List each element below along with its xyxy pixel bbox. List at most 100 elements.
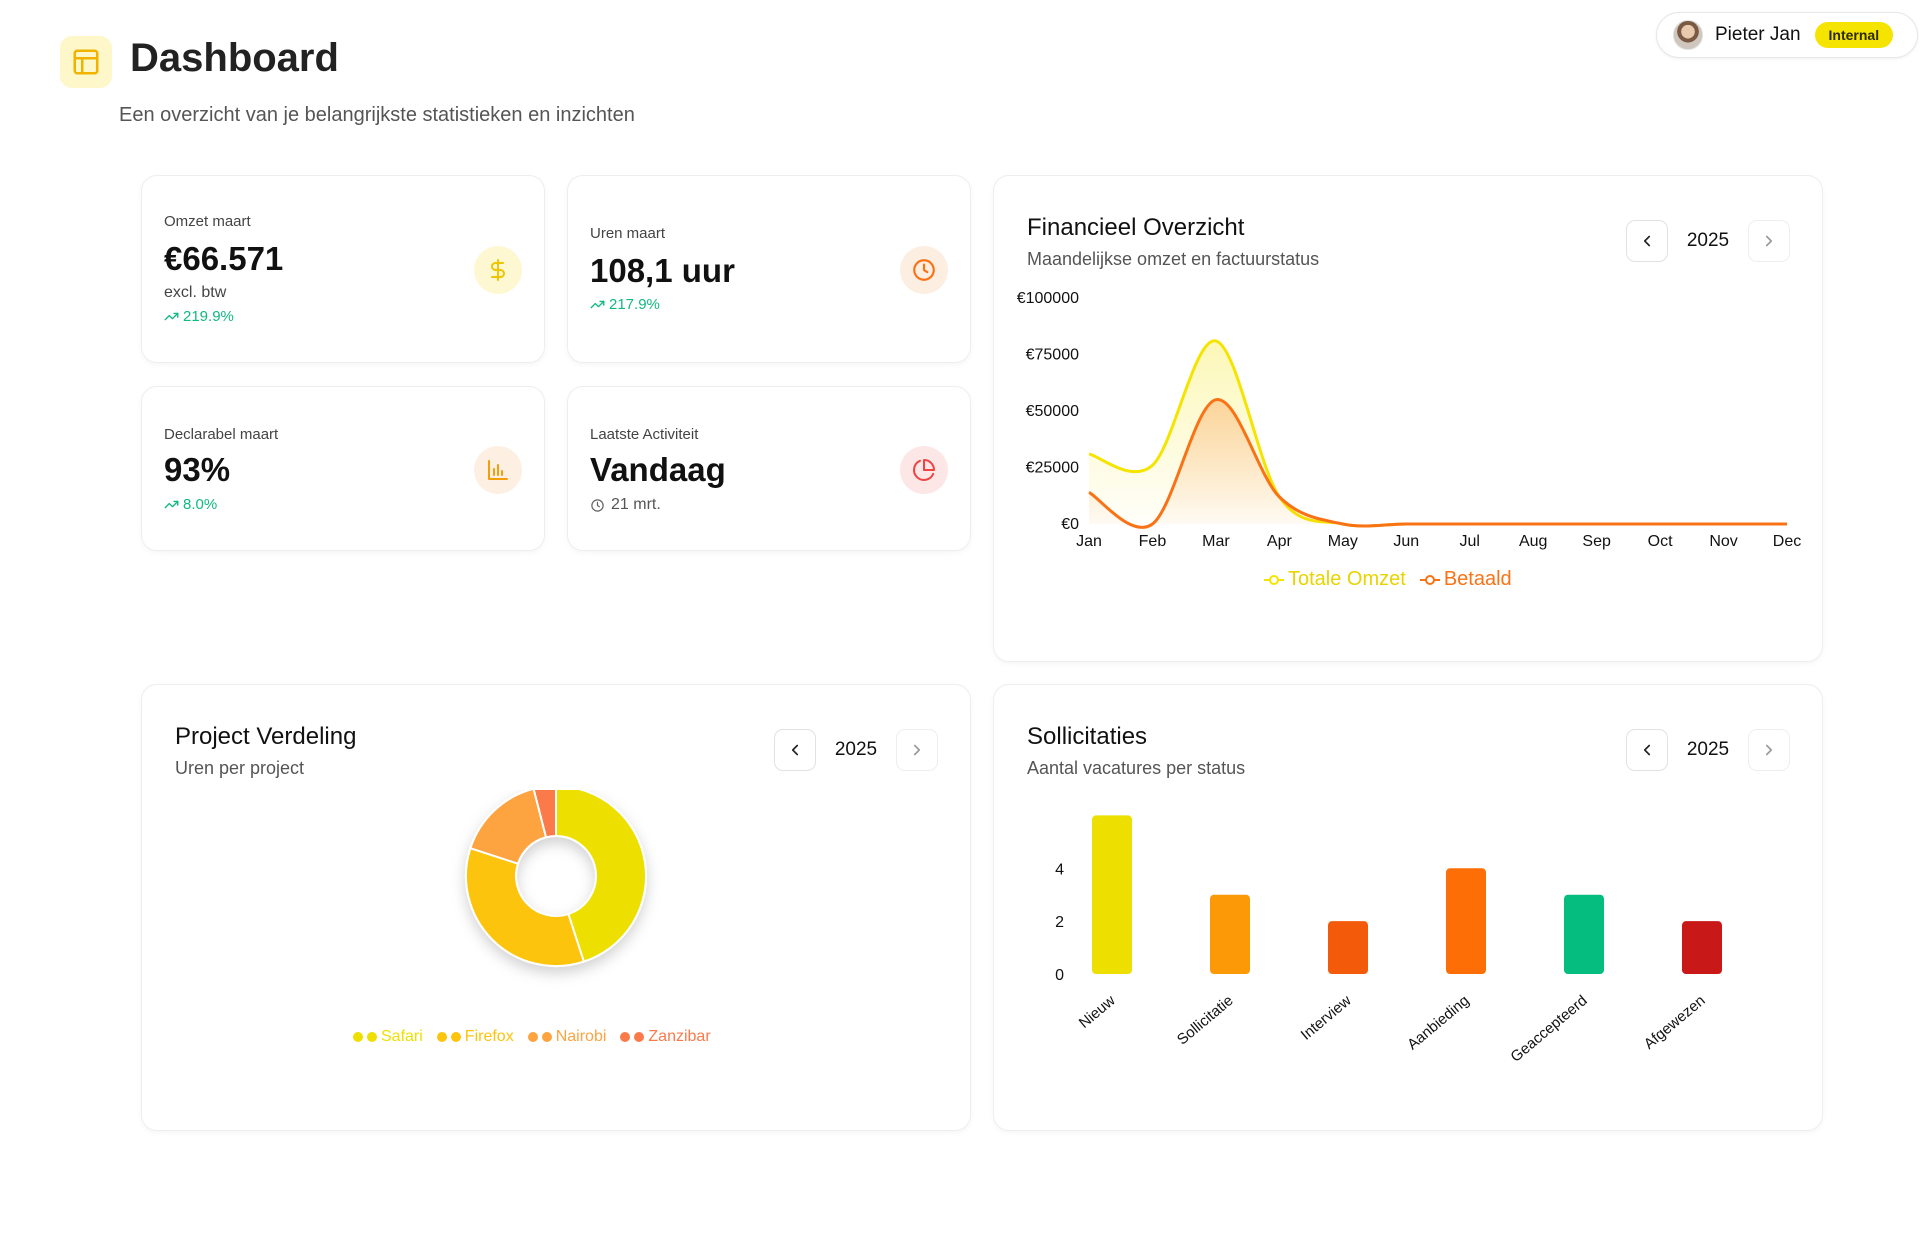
x-tick-label: Sollicitatie [1174,992,1237,1048]
page-subtitle: Een overzicht van je belangrijkste stati… [119,104,635,126]
applications-next-year-button[interactable] [1748,729,1790,771]
legend-dot [541,1032,552,1042]
legend-item[interactable]: Firefox [436,1028,514,1046]
donut-slice[interactable] [469,790,548,865]
projects-title: Project Verdeling [175,723,357,750]
financial-prev-year-button[interactable] [1626,220,1668,262]
revenue-card: Omzet maart €66.571 excl. btw 219.9% [141,175,545,363]
bar[interactable] [1564,894,1604,974]
y-tick-label: €50000 [1026,403,1079,420]
revenue-value: €66.571 [164,240,284,277]
y-tick-label: 7 [1055,795,1064,799]
trending-up-icon [164,500,179,509]
legend-label: Zanzibar [648,1028,711,1045]
area-fill [1089,399,1787,528]
hours-value: 108,1 uur [590,252,735,289]
billable-trend-value: 8.0% [183,496,218,513]
donut-group [465,790,647,967]
y-tick-label: 4 [1055,861,1064,878]
financial-year-nav: 2025 [1626,220,1790,262]
legend-dot [620,1032,631,1042]
avatar [1673,20,1703,50]
x-tick-label: Geaccepteerd [1507,992,1590,1066]
chevron-left-icon [1643,744,1651,756]
page-title: Dashboard [130,36,339,80]
activity-card: Laatste Activiteit Vandaag 21 mrt. [567,386,971,551]
legend-dot [634,1032,645,1042]
y-tick-label: 2 [1055,914,1064,931]
x-tick-label: Afgewezen [1641,992,1709,1053]
hours-label: Uren maart [590,225,666,242]
applications-year-nav: 2025 [1626,729,1790,771]
donut-slice[interactable] [532,790,557,839]
trending-up-icon [164,312,179,321]
legend-dot [353,1032,363,1042]
legend-label: Totale Omzet [1288,568,1406,590]
chevron-left-icon [1643,235,1651,247]
applications-prev-year-button[interactable] [1626,729,1668,771]
applications-subtitle: Aantal vacatures per status [1027,758,1246,778]
legend-label: Nairobi [555,1028,607,1045]
applications-title: Sollicitaties [1027,723,1148,750]
donut-slice[interactable] [555,790,647,963]
billable-trend: 8.0% [164,496,217,513]
x-tick-label: Mar [1202,533,1230,550]
bar[interactable] [1328,921,1368,974]
financial-next-year-button[interactable] [1748,220,1790,262]
user-name: Pieter Jan [1715,24,1801,45]
billable-label: Declarabel maart [164,426,279,443]
activity-time: 21 mrt. [590,496,661,514]
bar[interactable] [1092,815,1132,974]
projects-prev-year-button[interactable] [774,729,816,771]
user-menu[interactable]: Pieter Jan Internal [1656,12,1918,58]
financial-title: Financieel Overzicht [1027,214,1245,241]
pie-chart-icon [900,446,948,494]
x-tick-label: Nov [1709,533,1737,550]
x-tick-label: Jan [1076,533,1102,550]
legend-item[interactable]: Betaald [1419,568,1512,591]
hours-trend: 217.9% [590,296,660,313]
legend-item[interactable]: Nairobi [527,1028,607,1046]
legend-label: Firefox [464,1028,514,1045]
series-line [1088,398,1787,529]
x-tick-label: Jul [1460,533,1480,550]
bar-chart-icon [474,446,522,494]
bar[interactable] [1446,868,1486,974]
bar[interactable] [1682,921,1722,974]
layout-icon [60,36,112,88]
project-legend: Safari Firefox Nairobi Zanzibar [353,1028,711,1046]
financial-year: 2025 [1686,230,1730,251]
legend-item[interactable]: Totale Omzet [1264,568,1406,591]
revenue-sub: excl. btw [164,284,227,301]
x-tick-label: Aanbieding [1404,992,1472,1053]
legend-dot [436,1032,447,1042]
projects-year-nav: 2025 [774,729,938,771]
line-marker-icon [1264,574,1284,585]
legend-item[interactable]: Safari [353,1028,423,1046]
chevron-right-icon [1765,744,1773,756]
x-tick-label: Apr [1267,533,1293,550]
financial-subtitle: Maandelijkse omzet en factuurstatus [1027,249,1320,269]
revenue-trend: 219.9% [164,308,234,325]
bar[interactable] [1210,894,1250,974]
donut-slice[interactable] [465,846,586,967]
clock-icon [900,246,948,294]
projects-next-year-button[interactable] [896,729,938,771]
x-tick-label: Jun [1393,533,1419,550]
x-tick-label: Dec [1773,533,1801,550]
legend-item[interactable]: Zanzibar [620,1028,711,1046]
hours-trend-value: 217.9% [609,296,660,313]
x-tick-label: May [1328,533,1358,550]
financial-card: Financieel Overzicht Maandelijkse omzet … [993,175,1823,662]
y-tick-label: 0 [1055,967,1064,984]
x-tick-label: Feb [1139,533,1167,550]
chevron-left-icon [791,744,799,756]
billable-card: Declarabel maart 93% 8.0% [141,386,545,551]
line-marker-icon [1419,574,1440,585]
chevron-right-icon [1765,235,1773,247]
activity-label: Laatste Activiteit [590,426,699,443]
billable-value: 93% [164,451,231,488]
project-donut-chart [465,790,647,967]
applications-year: 2025 [1686,739,1730,760]
role-badge: Internal [1814,22,1894,48]
